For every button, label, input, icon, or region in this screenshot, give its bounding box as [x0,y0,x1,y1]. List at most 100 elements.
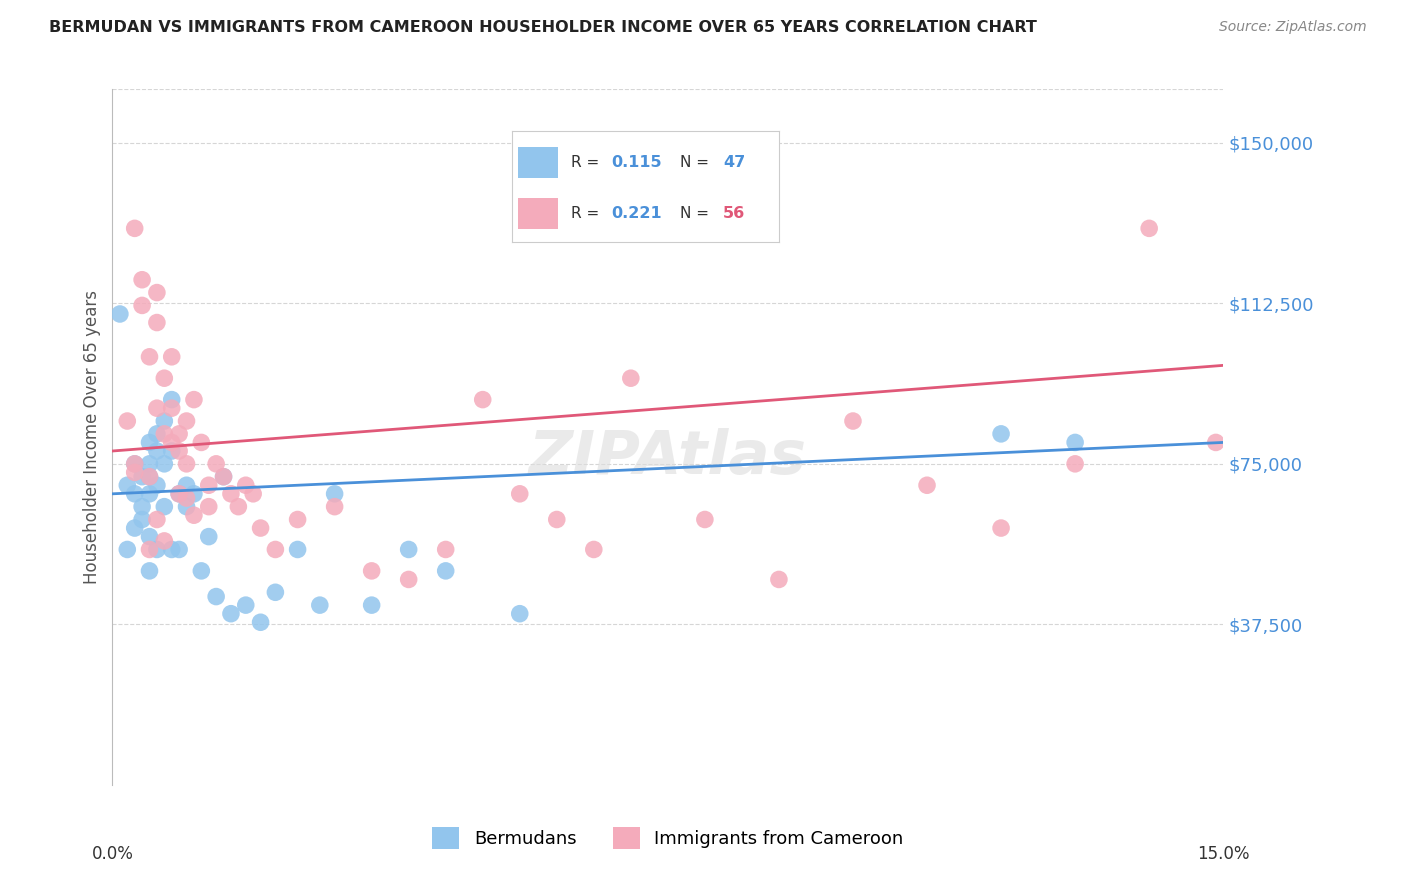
Point [176,414,198,428]
Point [138,564,160,578]
Point [124,221,146,235]
Point [153,414,176,428]
Point [434,564,457,578]
Point [160,350,183,364]
Point [153,533,176,548]
Point [360,564,382,578]
Legend: Bermudans, Immigrants from Cameroon: Bermudans, Immigrants from Cameroon [425,820,911,856]
Point [212,469,235,483]
Y-axis label: Householder Income Over 65 years: Householder Income Over 65 years [83,290,101,584]
Text: ZIPAtlas: ZIPAtlas [529,428,807,487]
Point [360,598,382,612]
Point [509,487,531,501]
Point [509,607,531,621]
Point [160,392,183,407]
Point [176,457,198,471]
Point [205,457,228,471]
Point [146,512,169,526]
Point [842,414,865,428]
Point [138,469,160,483]
Point [287,512,309,526]
Point [167,487,190,501]
Point [176,491,198,505]
Point [138,530,160,544]
Point [138,457,160,471]
Point [219,607,242,621]
Text: 15.0%: 15.0% [1197,845,1250,863]
Point [183,487,205,501]
Point [183,508,205,523]
Point [323,500,346,514]
Point [167,542,190,557]
Point [1137,221,1160,235]
Point [190,435,212,450]
Point [124,487,146,501]
Point [160,444,183,458]
Point [146,401,169,416]
Point [167,487,190,501]
Text: BERMUDAN VS IMMIGRANTS FROM CAMEROON HOUSEHOLDER INCOME OVER 65 YEARS CORRELATIO: BERMUDAN VS IMMIGRANTS FROM CAMEROON HOU… [49,20,1038,35]
Point [471,392,494,407]
Point [146,316,169,330]
Point [197,478,219,492]
Point [398,573,420,587]
Point [197,500,219,514]
Point [124,521,146,535]
Point [693,512,716,526]
Point [398,542,420,557]
Point [153,371,176,385]
Point [138,487,160,501]
Point [990,426,1012,441]
Point [167,426,190,441]
Point [117,542,139,557]
Point [249,521,271,535]
Point [228,500,250,514]
Point [176,500,198,514]
Point [308,598,330,612]
Point [131,298,153,312]
Point [264,542,287,557]
Point [138,469,160,483]
Point [138,435,160,450]
Point [138,542,160,557]
Point [146,478,169,492]
Point [219,487,242,501]
Point [117,414,139,428]
Point [264,585,287,599]
Point [235,598,257,612]
Point [434,542,457,557]
Point [249,615,271,630]
Point [160,542,183,557]
Point [117,478,139,492]
Point [768,573,790,587]
Point [582,542,605,557]
Point [183,392,205,407]
Point [146,444,169,458]
Point [212,469,235,483]
Point [235,478,257,492]
Point [146,426,169,441]
Text: Source: ZipAtlas.com: Source: ZipAtlas.com [1219,20,1367,34]
Point [990,521,1012,535]
Point [190,564,212,578]
Point [124,457,146,471]
Point [546,512,568,526]
Point [138,350,160,364]
Point [287,542,309,557]
Point [160,401,183,416]
Point [153,457,176,471]
Point [124,457,146,471]
Point [1205,435,1227,450]
Point [197,530,219,544]
Point [131,512,153,526]
Point [1064,457,1087,471]
Point [131,273,153,287]
Point [131,500,153,514]
Text: 0.0%: 0.0% [91,845,134,863]
Point [160,435,183,450]
Point [323,487,346,501]
Point [176,478,198,492]
Point [131,469,153,483]
Point [146,542,169,557]
Point [146,285,169,300]
